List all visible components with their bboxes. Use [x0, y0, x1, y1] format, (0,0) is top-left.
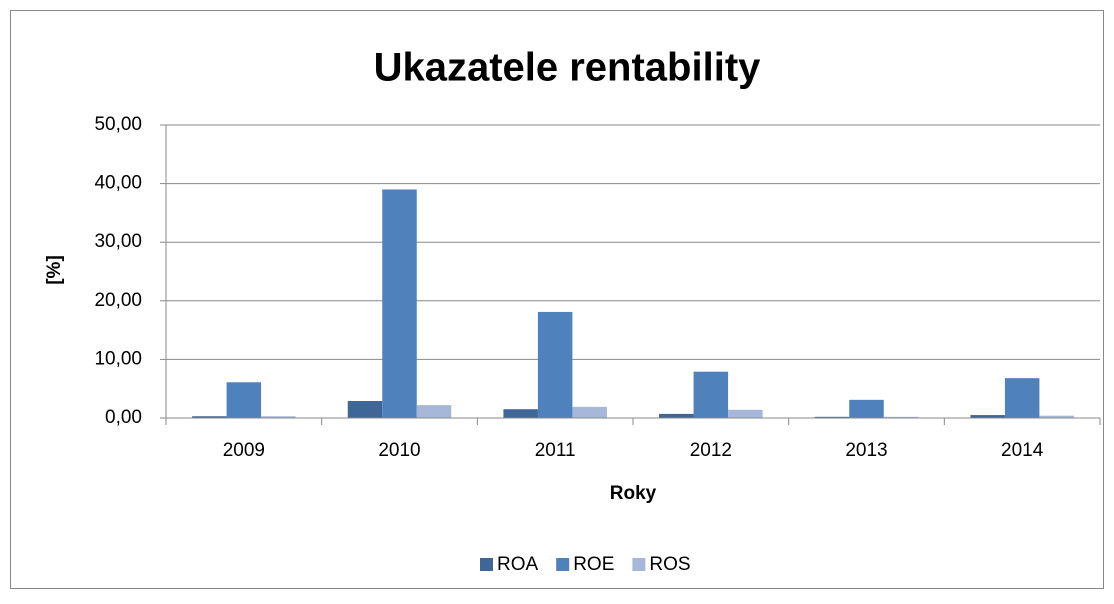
- x-tick-label: 2013: [845, 440, 887, 461]
- chart-frame: [10, 10, 1104, 589]
- legend-swatch: [480, 558, 493, 571]
- x-tick-label: 2014: [1001, 440, 1044, 461]
- bar: [728, 409, 763, 418]
- y-axis-label: [%]: [44, 255, 65, 285]
- legend-label: ROA: [497, 554, 539, 575]
- bar: [1004, 378, 1040, 418]
- bar: [1039, 415, 1074, 418]
- y-tick-label: 30,00: [94, 231, 142, 252]
- legend-swatch: [556, 558, 570, 571]
- bar: [261, 416, 296, 418]
- bar: [572, 406, 607, 418]
- bar: [347, 401, 383, 418]
- bar: [226, 382, 262, 418]
- bar: [814, 416, 850, 418]
- chart-title: Ukazatele rentability: [374, 46, 762, 90]
- bar: [659, 413, 694, 418]
- x-tick-label: 2010: [378, 440, 420, 461]
- bar: [849, 399, 884, 418]
- y-tick-label: 10,00: [94, 348, 142, 369]
- bar: [970, 415, 1005, 418]
- y-tick-label: 20,00: [94, 290, 142, 311]
- x-tick-label: 2009: [223, 440, 265, 461]
- bar: [382, 189, 417, 418]
- y-tick-label: 50,00: [94, 114, 142, 135]
- bar: [883, 416, 919, 418]
- y-tick-label: 40,00: [94, 173, 142, 194]
- y-tick-label: 0,00: [105, 407, 142, 428]
- x-axis-label: Roky: [610, 483, 657, 504]
- legend-label: ROE: [573, 554, 614, 575]
- legend-label: ROS: [649, 554, 690, 575]
- bar: [693, 371, 729, 418]
- bar: [416, 405, 452, 418]
- bar: [503, 409, 538, 418]
- bar: [537, 311, 573, 418]
- legend-swatch: [632, 558, 646, 571]
- x-tick-label: 2011: [535, 440, 576, 461]
- bar: [192, 416, 227, 418]
- x-tick-label: 2012: [690, 440, 732, 461]
